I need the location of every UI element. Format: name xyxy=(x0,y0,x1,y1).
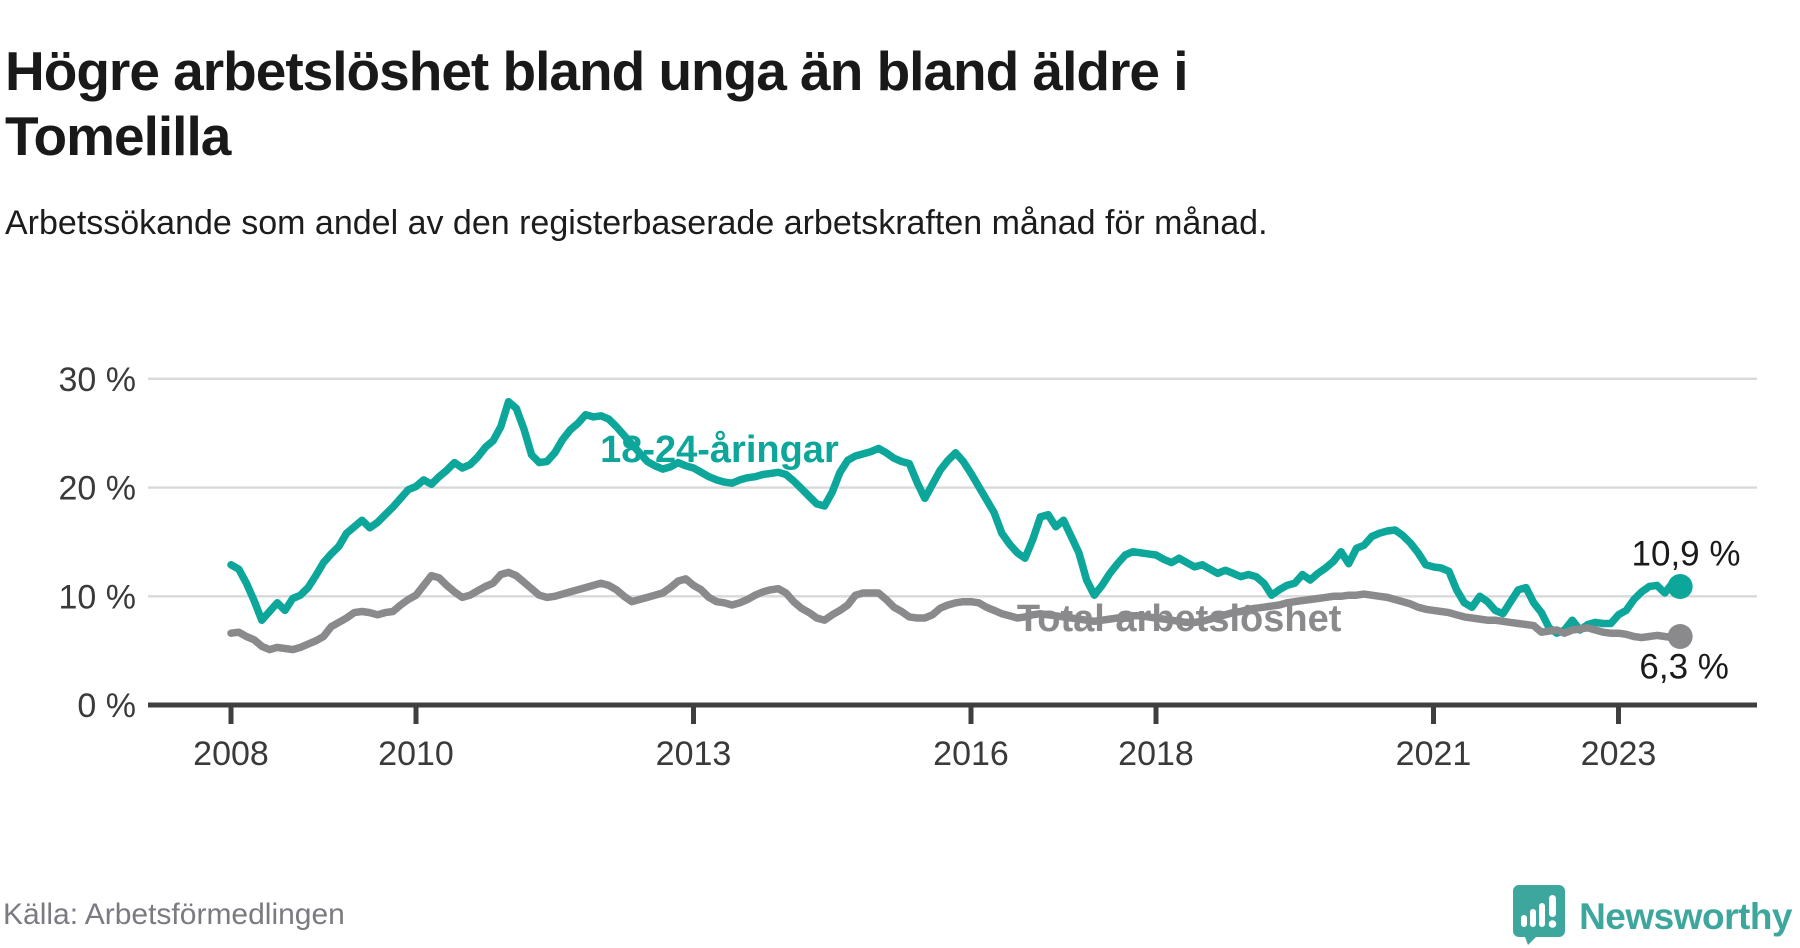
series-label-youth: 18-24-åringar xyxy=(600,429,839,471)
y-tick-label-20: 20 % xyxy=(59,470,137,508)
newsworthy-wordmark: Newsworthy xyxy=(1579,895,1792,937)
x-tick-label-2018: 2018 xyxy=(1118,735,1194,773)
series-line-youth xyxy=(227,397,1684,637)
y-tick-label-10: 10 % xyxy=(59,578,137,616)
page-title: Högre arbetslöshet bland unga än bland ä… xyxy=(5,39,1189,167)
logo-bar-3 xyxy=(1539,903,1546,927)
series-end-dot-youth xyxy=(1667,573,1693,599)
x-tick-label-2010: 2010 xyxy=(378,735,454,773)
x-tick-label-2021: 2021 xyxy=(1396,735,1472,773)
logo-bar-2 xyxy=(1530,909,1537,927)
x-tick-label-2016: 2016 xyxy=(933,735,1009,773)
y-tick-label-30: 30 % xyxy=(59,361,137,399)
y-tick-label-0: 0 % xyxy=(77,687,136,725)
series-line-total xyxy=(227,568,1684,654)
x-tick-label-2013: 2013 xyxy=(656,735,732,773)
series-end-dot-total xyxy=(1667,624,1693,650)
end-value-label-total: 6,3 % xyxy=(1639,647,1729,686)
end-value-label-youth: 10,9 % xyxy=(1632,534,1741,573)
series-label-total: Total arbetslöshet xyxy=(1017,598,1342,640)
x-tick-label-2023: 2023 xyxy=(1581,735,1657,773)
source-note: Källa: Arbetsförmedlingen xyxy=(3,898,345,931)
chart-subtitle: Arbetssökande som andel av den registerb… xyxy=(5,204,1268,242)
logo-exclamation-bar xyxy=(1549,895,1557,917)
newsworthy-logo-icon xyxy=(1511,883,1567,948)
newsworthy-brand: Newsworthy xyxy=(1511,883,1792,948)
x-tick-label-2008: 2008 xyxy=(193,735,269,773)
logo-bar-1 xyxy=(1521,915,1528,927)
logo-exclamation-dot xyxy=(1548,920,1557,928)
